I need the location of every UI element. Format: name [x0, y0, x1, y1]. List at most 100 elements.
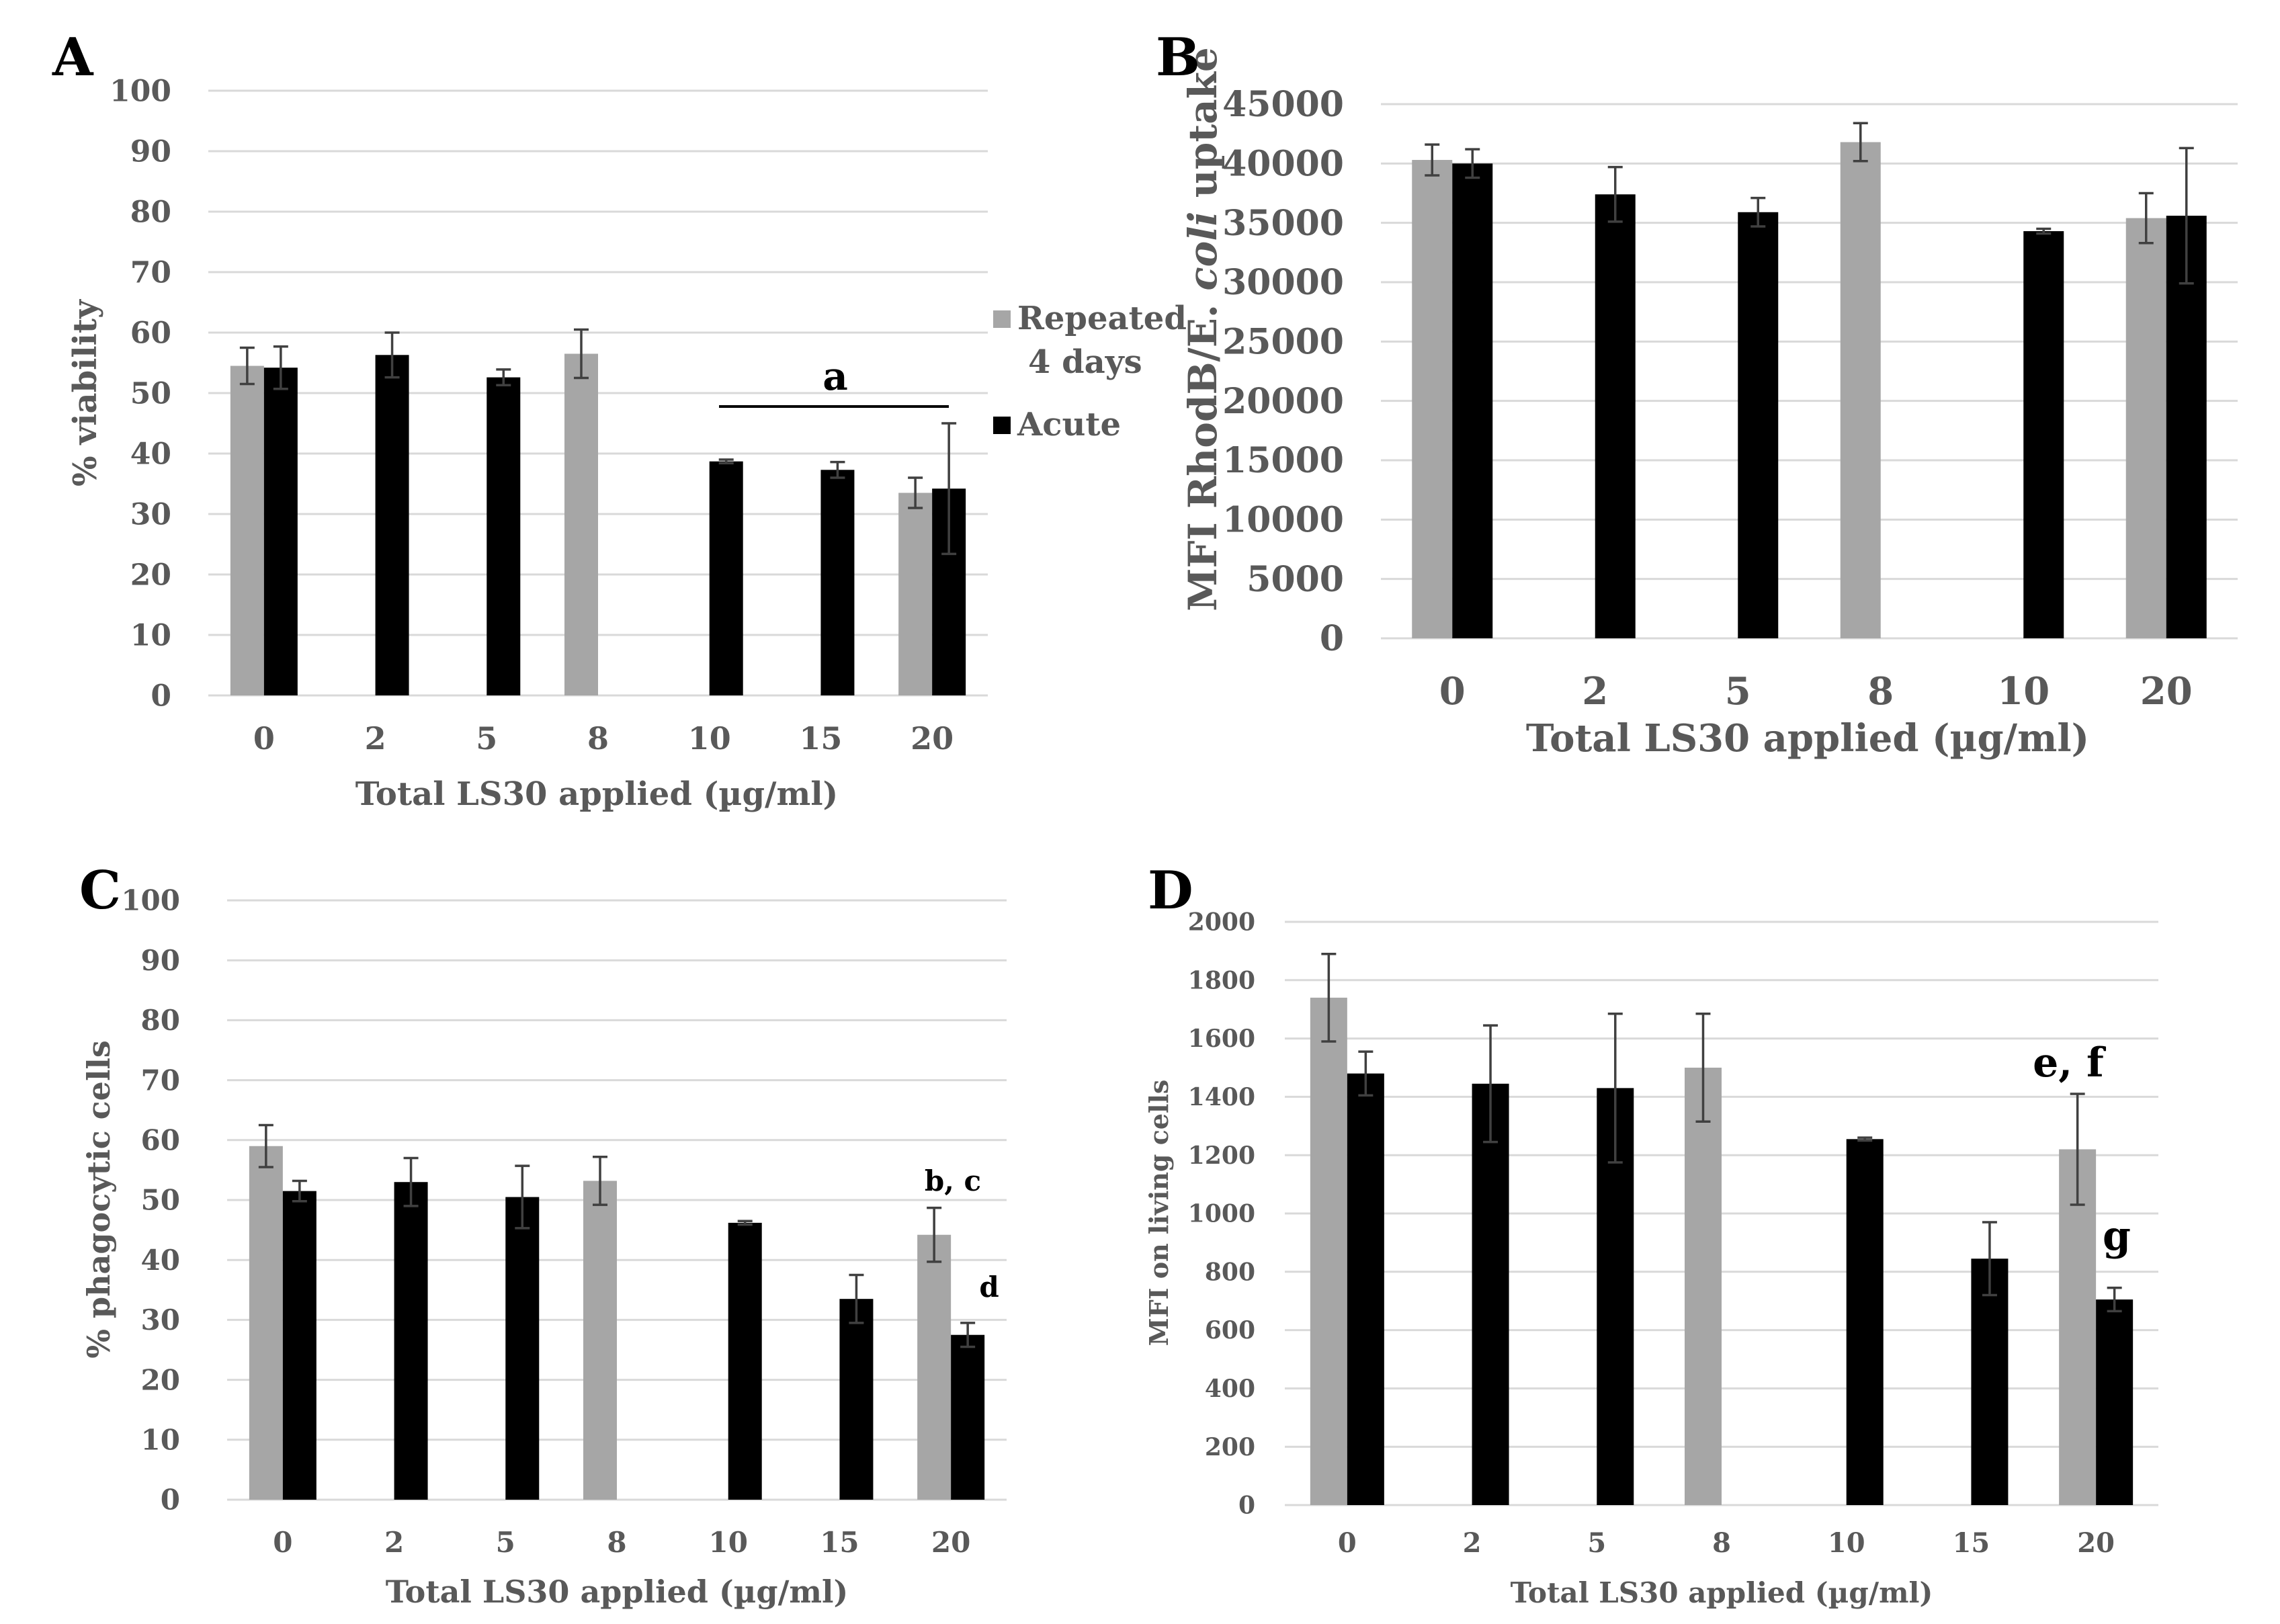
- panel-d-chart: 0 200 400 600 800 1000 1200 1400 1600 1800 2000 0 2 5…: [1144, 908, 2158, 1609]
- panel-letter-c: C: [79, 860, 121, 921]
- bar-acute-10: [1846, 1139, 1884, 1505]
- bar-acute-20: [951, 1334, 985, 1500]
- error-bar: [1695, 1012, 1711, 1123]
- y-tick-label: 20000: [1222, 381, 1344, 422]
- bar-repeated-0: [1412, 160, 1453, 639]
- x-tick-label: 0: [273, 1526, 292, 1559]
- y-tick-label: 40: [141, 1244, 180, 1277]
- bar-acute-20: [2166, 216, 2207, 639]
- y-tick-label: 100: [121, 884, 180, 917]
- annotation-d: d: [979, 1271, 999, 1304]
- error-bar: [1857, 1136, 1873, 1142]
- x-tick-label: 2: [384, 1526, 404, 1559]
- bar-repeated-8: [583, 1181, 617, 1500]
- error-bar: [941, 422, 957, 556]
- x-axis-title: Total LS30 applied (µg/ml): [386, 1574, 849, 1610]
- y-tick-label: 30: [141, 1304, 180, 1336]
- x-tick-label: 5: [496, 1526, 515, 1559]
- bar-repeated-0: [249, 1146, 283, 1500]
- error-bar: [1750, 196, 1766, 228]
- panel-a-chart: 0 10 20 30 40 50 60 70 80 90 100 0 2 5 8 10 15 20 Total LS…: [67, 74, 988, 813]
- y-tick-label: 0: [151, 679, 171, 713]
- y-axis-title: % phagocytic cells: [81, 1040, 117, 1359]
- legend-swatch-repeated: [993, 310, 1011, 328]
- bar-acute-5: [505, 1197, 540, 1500]
- y-tick-label: 5000: [1247, 559, 1344, 600]
- error-bar: [1607, 1012, 1623, 1164]
- panel-letter-b: B: [1156, 27, 1200, 88]
- bar-repeated-20: [2059, 1149, 2097, 1505]
- bar-acute-0: [1452, 163, 1493, 639]
- y-tick-label: 50: [130, 376, 171, 411]
- y-tick-label: 15000: [1222, 440, 1344, 481]
- bar-acute-20: [2096, 1299, 2134, 1505]
- y-tick-label: 60: [141, 1124, 180, 1157]
- legend-label-acute: Acute: [1017, 406, 1121, 443]
- annotation-a: a: [822, 353, 848, 399]
- x-tick-label: 5: [1725, 669, 1751, 714]
- y-tick-label: 60: [130, 316, 171, 350]
- x-tick-label: 20: [2140, 669, 2193, 714]
- bar-acute-15: [1971, 1258, 2009, 1505]
- y-tick-label: 40: [130, 437, 171, 471]
- bar-acute-2: [375, 355, 409, 695]
- x-tick-label: 0: [1338, 1527, 1357, 1559]
- legend: Repeated 4 days Acute: [993, 300, 1187, 443]
- y-tick-label: 1600: [1188, 1025, 1255, 1053]
- annotation-e-f: e, f: [2033, 1039, 2107, 1086]
- error-bar: [927, 1206, 942, 1263]
- y-tick-label: 35000: [1222, 203, 1344, 244]
- bar-acute-0: [263, 368, 298, 695]
- x-tick-label: 10: [1997, 669, 2050, 714]
- y-axis-title: MFI RhodB/E. coli uptake: [1180, 47, 1226, 611]
- y-tick-label: 20: [130, 558, 171, 592]
- x-tick-label: 8: [587, 720, 609, 757]
- x-tick-label: 15: [820, 1526, 859, 1559]
- x-tick-label: 0: [253, 720, 275, 757]
- annotation-b-c: b, c: [925, 1164, 981, 1197]
- y-tick-label: 80: [130, 195, 171, 229]
- y-tick-label: 1000: [1188, 1200, 1255, 1228]
- bar-acute-10: [709, 461, 743, 695]
- y-tick-label: 0: [1238, 1492, 1255, 1520]
- y-tick-label: 800: [1205, 1258, 1255, 1286]
- legend-swatch-acute: [993, 417, 1011, 434]
- y-tick-label: 100: [110, 74, 171, 108]
- y-tick-label: 10000: [1222, 500, 1344, 541]
- error-bar: [292, 1179, 307, 1203]
- annotation-g: g: [2103, 1213, 2131, 1260]
- y-tick-label: 2000: [1188, 908, 1255, 937]
- x-axis-title: Total LS30 applied (µg/ml): [1511, 1576, 1933, 1609]
- error-bar: [384, 331, 400, 379]
- y-tick-label: 90: [141, 944, 180, 977]
- y-tick-label: 1400: [1188, 1083, 1255, 1111]
- error-bar: [593, 1156, 607, 1206]
- y-tick-label: 1800: [1188, 966, 1255, 994]
- bar-repeated-8: [1685, 1068, 1722, 1505]
- x-tick-label: 10: [688, 720, 731, 757]
- error-bar: [258, 1123, 273, 1168]
- x-tick-label: 2: [1582, 669, 1608, 714]
- error-bar: [849, 1273, 864, 1324]
- error-bar: [2036, 227, 2052, 235]
- y-tick-label: 1200: [1188, 1142, 1255, 1170]
- x-tick-label: 20: [2077, 1527, 2115, 1559]
- y-tick-label: 0: [1320, 618, 1344, 659]
- bar-acute-2: [394, 1182, 428, 1500]
- x-tick-label: 10: [1828, 1527, 1865, 1559]
- y-axis-title: MFI on living cells: [1144, 1080, 1174, 1347]
- x-tick-label: 0: [1439, 669, 1466, 714]
- x-tick-label: 5: [476, 720, 497, 757]
- error-bar: [1483, 1024, 1498, 1144]
- error-bar: [830, 460, 845, 479]
- x-axis-title: Total LS30 applied (µg/ml): [355, 775, 839, 813]
- panel-letter-d: D: [1148, 860, 1193, 921]
- bar-acute-2: [1595, 194, 1636, 638]
- x-tick-label: 15: [1953, 1527, 1990, 1559]
- x-tick-label: 5: [1587, 1527, 1606, 1559]
- x-tick-label: 10: [708, 1526, 747, 1559]
- error-bar: [515, 1164, 530, 1230]
- bar-acute-15: [839, 1299, 874, 1500]
- error-bar: [1853, 122, 1868, 163]
- y-tick-label: 30000: [1222, 262, 1344, 303]
